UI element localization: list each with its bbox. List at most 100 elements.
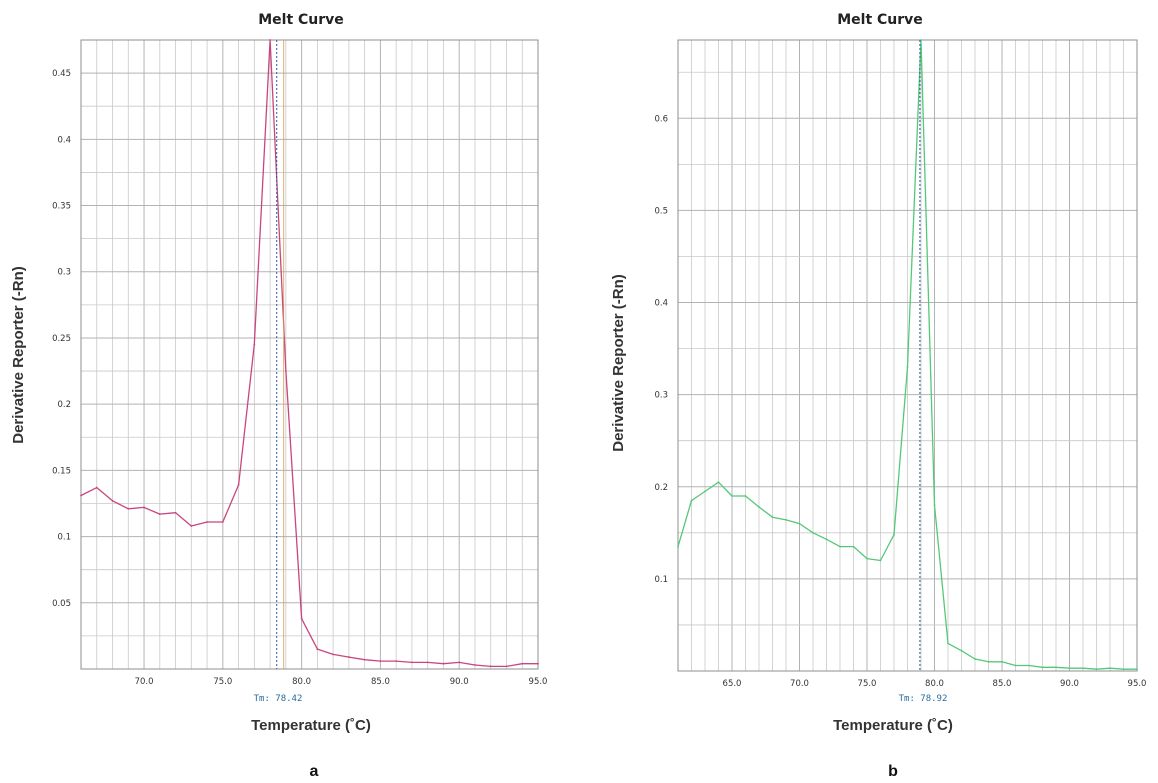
- tm-label-a: Tm: 78.42: [254, 694, 303, 704]
- data-point: [812, 531, 814, 534]
- data-point: [920, 39, 922, 41]
- data-point: [458, 661, 461, 664]
- x-tick-label: 90.0: [450, 677, 469, 687]
- grid-a: [80, 39, 539, 670]
- data-point: [744, 495, 747, 497]
- data-point: [717, 481, 720, 484]
- data-point: [174, 511, 177, 514]
- y-tick-label: 0.15: [52, 466, 71, 476]
- x-tick-label: 90.0: [1060, 679, 1079, 689]
- data-point: [933, 504, 936, 507]
- data-point: [411, 661, 413, 664]
- data-point: [852, 545, 855, 548]
- x-tick-label: 80.0: [925, 679, 944, 689]
- data-point: [677, 545, 679, 548]
- data-point: [505, 665, 508, 668]
- melt-curve-line: [80, 39, 538, 668]
- y-tick-label: 0.25: [52, 334, 71, 344]
- data-point: [221, 521, 224, 523]
- y-tick-label: 0.45: [52, 69, 71, 79]
- data-point: [332, 653, 335, 656]
- data-point: [974, 658, 976, 660]
- data-point: [866, 557, 868, 560]
- data-point: [947, 642, 949, 645]
- y-tick-label: 0.6: [654, 114, 668, 124]
- data-point: [489, 665, 492, 668]
- data-point: [206, 521, 208, 523]
- data-point: [1122, 668, 1125, 671]
- y-tick-labels-a: 0.05 0.1 0.15 0.2 0.25 0.3 0.35 0.4 0.45: [52, 69, 71, 609]
- x-axis-label-a: Temperature (˚C): [251, 717, 371, 734]
- data-point: [1028, 664, 1030, 667]
- x-tick-label: 95.0: [1128, 679, 1147, 689]
- chart-title-a: Melt Curve: [258, 12, 344, 28]
- panel-label-a: a: [310, 763, 319, 780]
- data-point: [300, 617, 303, 620]
- data-point: [237, 484, 240, 486]
- y-tick-label: 0.2: [57, 400, 71, 410]
- x-tick-label: 75.0: [213, 677, 232, 687]
- data-point: [158, 513, 161, 515]
- data-point: [190, 525, 193, 527]
- data-point: [704, 490, 706, 493]
- chart-panel-a: Melt Curve 70.0 75.0 80.0 85.0 90.0 95.0 0.05…: [10, 12, 547, 780]
- data-point: [825, 538, 828, 541]
- y-tick-label: 0.2: [654, 483, 668, 493]
- data-point: [347, 656, 350, 658]
- y-tick-label: 0.4: [654, 299, 668, 309]
- data-point: [758, 506, 760, 508]
- series-a: [80, 39, 539, 669]
- x-tick-label: 65.0: [723, 679, 742, 689]
- plot-frame: [80, 39, 539, 670]
- panel-label-b: b: [888, 763, 898, 780]
- data-point: [143, 506, 145, 509]
- data-point: [839, 545, 841, 548]
- y-tick-label: 0.1: [57, 533, 71, 543]
- y-tick-label: 0.3: [654, 391, 668, 401]
- y-tick-label: 0.4: [57, 135, 71, 145]
- data-point: [253, 343, 256, 346]
- data-point: [1095, 668, 1098, 671]
- data-point: [426, 661, 429, 664]
- data-point: [1068, 667, 1071, 670]
- data-point: [537, 662, 539, 665]
- y-tick-label: 0.1: [654, 575, 668, 585]
- x-tick-label: 85.0: [993, 679, 1012, 689]
- data-point: [960, 649, 963, 652]
- data-point: [284, 370, 287, 372]
- x-tick-label: 95.0: [529, 677, 548, 687]
- data-point: [1014, 664, 1017, 667]
- data-point: [127, 507, 130, 510]
- x-axis-label-b: Temperature (˚C): [833, 717, 953, 734]
- x-tick-label: 80.0: [292, 677, 311, 687]
- data-point: [80, 494, 82, 497]
- chart-panel-b: Melt Curve 65.0 70.0 75.0 80.0 85.0 90.0 95.0 …: [610, 12, 1146, 780]
- data-point: [690, 499, 693, 502]
- tm-label-b: Tm: 78.92: [899, 694, 948, 704]
- chart-title-b: Melt Curve: [837, 12, 923, 28]
- plot-frame: [677, 39, 1138, 672]
- y-axis-label-b: Derivative Reporter (-Rn): [610, 274, 627, 452]
- y-axis-label-a: Derivative Reporter (-Rn): [10, 266, 27, 444]
- data-point: [379, 660, 382, 662]
- data-point: [316, 648, 319, 651]
- data-point: [1001, 660, 1003, 663]
- data-point: [1055, 666, 1057, 669]
- x-tick-labels-a: 70.0 75.0 80.0 85.0 90.0 95.0: [135, 677, 548, 687]
- data-point: [1109, 667, 1111, 670]
- y-tick-labels-b: 0.1 0.2 0.3 0.4 0.5 0.6: [654, 114, 668, 585]
- data-point: [893, 533, 895, 536]
- x-tick-labels-b: 65.0 70.0 75.0 80.0 85.0 90.0 95.0: [723, 679, 1147, 689]
- data-point: [731, 495, 733, 497]
- data-point: [363, 658, 366, 661]
- data-point: [1136, 668, 1138, 671]
- data-point: [95, 486, 98, 489]
- data-point: [785, 519, 787, 521]
- data-point: [1082, 667, 1084, 670]
- y-tick-label: 0.35: [52, 202, 71, 212]
- data-point: [771, 516, 774, 519]
- data-point: [521, 662, 524, 665]
- y-tick-label: 0.05: [52, 599, 71, 609]
- data-point: [987, 660, 990, 663]
